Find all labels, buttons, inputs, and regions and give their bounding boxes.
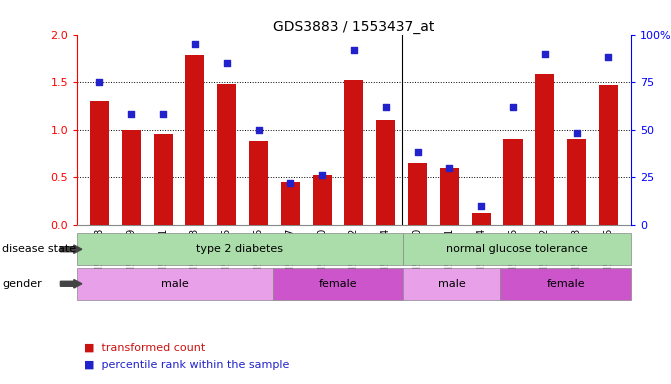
Point [158,111,168,118]
Bar [376,120,395,225]
Bar [440,168,459,225]
Bar [121,130,141,225]
Point [221,60,232,66]
Bar [599,85,618,225]
Bar [185,55,205,225]
Bar [472,213,491,225]
Bar [313,175,331,225]
Text: type 2 diabetes: type 2 diabetes [197,244,283,254]
Point [126,111,137,118]
Text: normal glucose tolerance: normal glucose tolerance [446,244,588,254]
Bar [408,163,427,225]
Text: gender: gender [2,279,42,289]
Text: ■  percentile rank within the sample: ■ percentile rank within the sample [84,360,289,370]
Point [349,47,360,53]
Bar [154,134,172,225]
Bar [567,139,586,225]
Title: GDS3883 / 1553437_at: GDS3883 / 1553437_at [273,20,435,33]
Bar [217,84,236,225]
Point [94,79,105,85]
Text: female: female [318,279,357,289]
Bar [280,182,300,225]
Point [539,51,550,57]
Text: male: male [437,279,466,289]
Point [476,203,486,209]
Bar [535,74,554,225]
Bar [249,141,268,225]
Bar [503,139,523,225]
Text: male: male [161,279,189,289]
Point [571,130,582,136]
Point [380,104,391,110]
Point [412,149,423,156]
Point [285,180,296,186]
Text: disease state: disease state [2,244,76,254]
Point [189,41,200,47]
Point [444,165,455,171]
Text: ■  transformed count: ■ transformed count [84,343,205,353]
Point [508,104,519,110]
Bar [344,80,364,225]
Point [317,172,327,178]
Text: female: female [546,279,585,289]
Bar [90,101,109,225]
Point [603,54,614,60]
Point [253,127,264,133]
